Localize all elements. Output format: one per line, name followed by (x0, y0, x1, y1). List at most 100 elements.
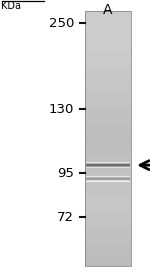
Bar (85, 194, 131, 195)
Bar (85, 145, 131, 146)
Bar (85, 179, 131, 180)
Bar (85, 155, 131, 156)
Bar (85, 263, 131, 264)
Bar (85, 62, 131, 63)
Bar (85, 31, 131, 32)
Bar (85, 72, 131, 73)
Bar (85, 48, 131, 49)
Bar (85, 51, 131, 52)
Bar (85, 167, 131, 168)
Bar (85, 144, 131, 145)
Bar (85, 173, 131, 174)
Bar (85, 168, 131, 169)
Bar (85, 182, 131, 183)
Bar (85, 60, 131, 61)
Bar (85, 192, 131, 193)
Bar (85, 261, 131, 262)
Bar (85, 13, 131, 14)
Bar (85, 254, 131, 255)
Bar (85, 256, 131, 257)
Bar (85, 111, 131, 112)
Bar (85, 27, 131, 28)
Bar (85, 140, 131, 141)
Bar (85, 106, 131, 107)
Bar (85, 128, 131, 129)
Bar (85, 43, 131, 44)
Bar (85, 246, 131, 247)
Bar (85, 33, 131, 34)
Bar (85, 53, 131, 54)
Bar (85, 118, 131, 119)
Bar (85, 41, 131, 42)
Bar (85, 187, 131, 188)
Bar (85, 196, 131, 197)
Bar (85, 11, 131, 266)
Bar (85, 93, 131, 94)
Bar (85, 17, 131, 18)
Bar (85, 211, 131, 212)
Bar (85, 228, 131, 229)
Bar (85, 158, 131, 159)
Bar (85, 131, 131, 132)
Bar (85, 40, 131, 41)
Text: A: A (103, 3, 113, 17)
Bar (85, 63, 131, 64)
Text: 250: 250 (49, 17, 74, 30)
Bar (85, 247, 131, 248)
Bar (85, 243, 131, 244)
Bar (85, 109, 131, 110)
Bar (85, 82, 131, 83)
Bar (85, 100, 131, 101)
Bar (85, 215, 131, 216)
Bar (85, 49, 131, 50)
Bar (85, 94, 131, 95)
Bar (85, 64, 131, 65)
Bar (85, 244, 131, 245)
Bar (85, 78, 131, 79)
Bar (85, 75, 131, 76)
Bar (85, 238, 131, 239)
Bar (85, 77, 131, 78)
Bar (85, 26, 131, 27)
Bar (85, 70, 131, 71)
Bar (85, 156, 131, 157)
Bar (85, 231, 131, 232)
Bar (85, 142, 131, 143)
Bar (85, 34, 131, 35)
Bar (85, 199, 131, 200)
Bar (85, 74, 131, 75)
Bar (85, 22, 131, 23)
Bar (85, 95, 131, 96)
Bar (85, 20, 131, 21)
Bar (85, 16, 131, 17)
Bar (85, 45, 131, 46)
Bar (85, 206, 131, 207)
Bar (85, 59, 131, 60)
Bar (85, 188, 131, 189)
Bar (85, 28, 131, 29)
Bar (85, 87, 131, 88)
Bar (85, 141, 131, 142)
Bar (85, 108, 131, 109)
Bar (85, 120, 131, 121)
Bar (85, 251, 131, 252)
Bar (85, 226, 131, 227)
Bar (85, 124, 131, 125)
Bar (85, 212, 131, 213)
Bar (85, 127, 131, 128)
Bar (85, 233, 131, 234)
Bar (85, 264, 131, 265)
Bar (85, 159, 131, 160)
Bar (85, 151, 131, 152)
Bar (85, 96, 131, 97)
Bar (85, 180, 131, 181)
Bar (85, 174, 131, 175)
Bar (85, 216, 131, 217)
Bar (85, 79, 131, 80)
Bar (85, 185, 131, 186)
Bar (85, 69, 131, 70)
Bar (85, 208, 131, 209)
Bar (85, 54, 131, 55)
Bar (85, 197, 131, 198)
Bar (85, 107, 131, 108)
